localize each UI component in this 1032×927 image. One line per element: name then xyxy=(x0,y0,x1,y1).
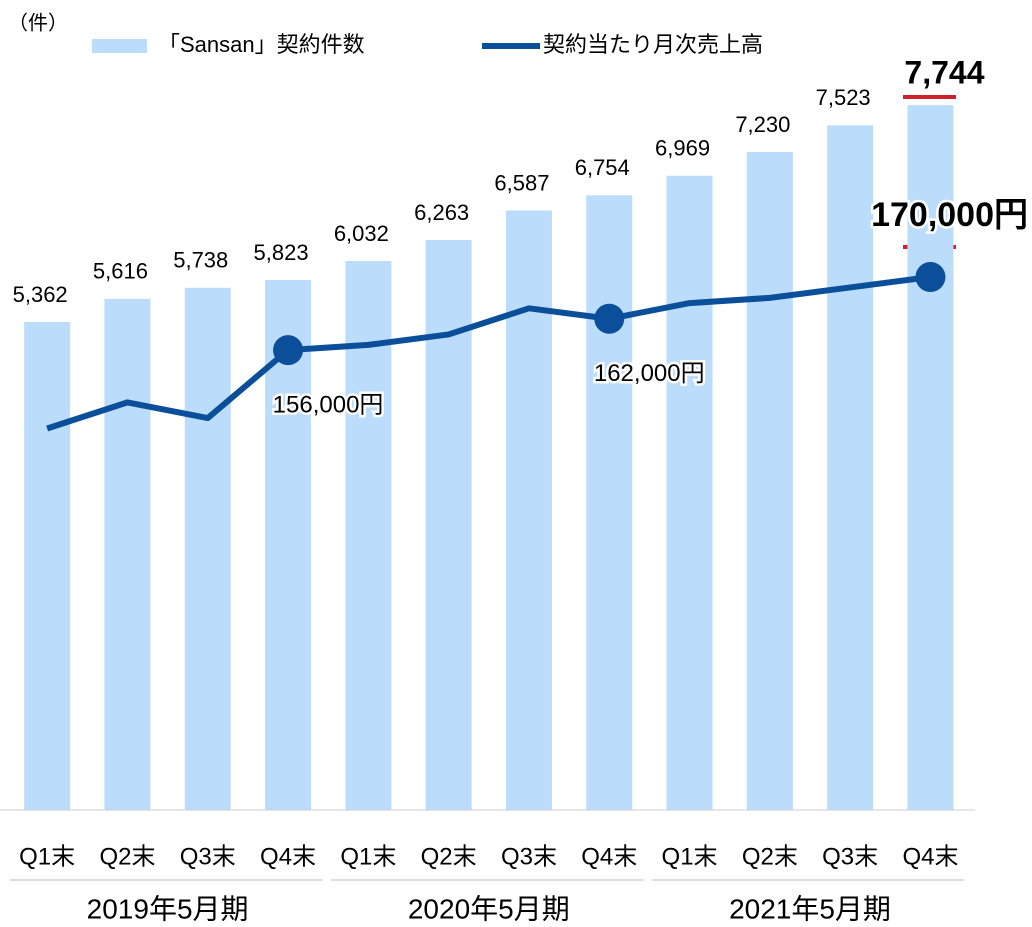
bar-value-label: 6,032 xyxy=(334,221,389,246)
bar xyxy=(184,287,231,810)
x-tick-label: Q3末 xyxy=(501,843,557,870)
bar xyxy=(586,195,633,810)
x-tick-label: Q4末 xyxy=(260,843,316,870)
bar xyxy=(666,175,713,811)
group-label: 2021年5月期 xyxy=(729,893,891,924)
group-label: 2020年5月期 xyxy=(408,893,570,924)
line-marker xyxy=(915,261,946,292)
bar-value-label: 7,744 xyxy=(904,55,984,91)
line-marker xyxy=(273,335,304,366)
x-tick-label: Q3末 xyxy=(822,843,878,870)
bar xyxy=(907,105,954,811)
bar-value-label: 5,616 xyxy=(93,259,148,284)
bar-value-label: 5,362 xyxy=(13,282,68,307)
x-tick-label: Q2末 xyxy=(99,843,155,870)
bar-value-label: 6,587 xyxy=(494,170,549,195)
x-tick-label: Q4末 xyxy=(581,843,637,870)
legend-label: 契約当たり月次売上高 xyxy=(543,32,763,57)
group-label: 2019年5月期 xyxy=(87,893,249,924)
bar xyxy=(505,210,552,811)
bar-value-label: 5,823 xyxy=(254,240,309,265)
line-marker xyxy=(594,303,625,334)
bar-value-label: 7,523 xyxy=(816,85,871,110)
x-tick-label: Q1末 xyxy=(662,843,718,870)
x-tick-label: Q1末 xyxy=(19,843,75,870)
line-value-label: 156,000円 xyxy=(273,391,384,418)
bar xyxy=(345,261,392,810)
x-tick-label: Q4末 xyxy=(902,843,958,870)
bar-value-label: 6,754 xyxy=(575,155,630,180)
unit-label: （件） xyxy=(8,11,68,34)
bar xyxy=(746,151,793,810)
line-value-label: 162,000円 xyxy=(594,360,705,387)
line-value-label: 170,000円 xyxy=(871,196,1028,234)
x-tick-label: Q2末 xyxy=(421,843,477,870)
legend-swatch-bar xyxy=(92,39,147,53)
bar-value-label: 5,738 xyxy=(173,248,228,273)
x-tick-label: Q2末 xyxy=(742,843,798,870)
bar xyxy=(104,298,151,810)
line xyxy=(46,273,931,432)
bar xyxy=(827,125,874,811)
legend-label: 「Sansan」契約件数 xyxy=(158,32,365,57)
bar-value-label: 7,230 xyxy=(735,112,790,137)
bar-value-label: 6,263 xyxy=(414,200,469,225)
bar xyxy=(425,239,472,810)
bar-value-label: 6,969 xyxy=(655,136,710,161)
bar xyxy=(265,280,312,810)
x-tick-label: Q1末 xyxy=(340,843,396,870)
bar xyxy=(24,321,71,810)
x-tick-label: Q3末 xyxy=(180,843,236,870)
